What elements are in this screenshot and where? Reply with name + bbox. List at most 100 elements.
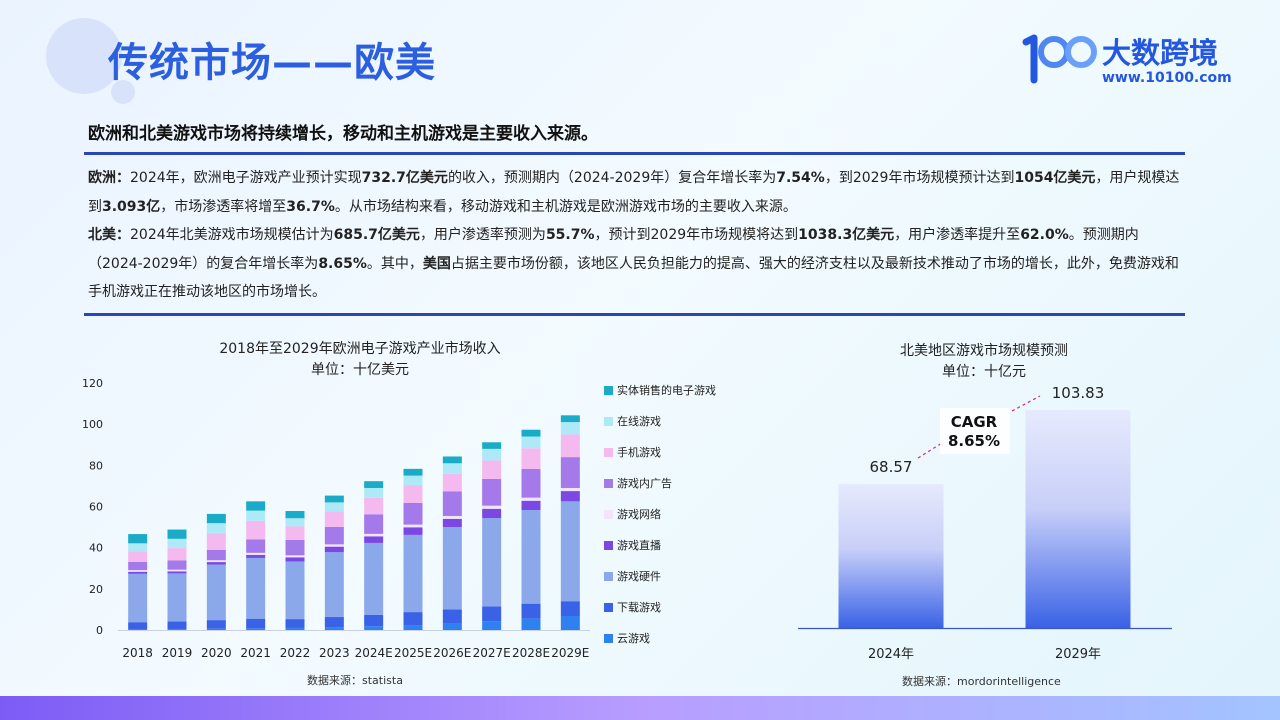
- bar-segment: [442, 527, 462, 610]
- bar-segment: [482, 505, 502, 509]
- bar-segment: [128, 561, 148, 571]
- bar-segment: [128, 573, 148, 623]
- bar-stack-2020: [206, 513, 226, 630]
- bar-stack-2018: [128, 534, 148, 630]
- bar-segment: [167, 548, 187, 561]
- bar-segment: [364, 614, 384, 627]
- chart2-source: 数据来源：mordorintelligence: [902, 675, 1061, 688]
- text-span: ，用户渗透率预测为: [419, 227, 546, 243]
- chart1-subtitle: 单位：十亿美元: [311, 362, 409, 378]
- highlight: 3.093亿: [102, 198, 161, 215]
- legend-item: 下载游戏: [604, 599, 661, 615]
- bar-segment: [128, 543, 148, 552]
- text-span: 2024年北美游戏市场规模估计为: [130, 227, 334, 243]
- text-span: 。其中，: [366, 255, 423, 272]
- x-tick-label: 2022: [280, 646, 311, 660]
- bar-segment: [560, 501, 580, 602]
- x-tick-label: 2020: [201, 646, 232, 660]
- y-tick-label: 60: [89, 501, 103, 514]
- bar-segment: [128, 534, 148, 544]
- bar-segment: [246, 510, 266, 521]
- bar-2029年: [1025, 410, 1131, 628]
- x-tick-label: 2029年: [1055, 647, 1101, 662]
- bar-segment: [285, 627, 305, 630]
- bar-segment: [167, 571, 187, 574]
- bar-segment: [206, 549, 226, 561]
- chart1-title-block: 2018年至2029年欧洲电子游戏产业市场收入 单位：十亿美元: [160, 339, 560, 381]
- bar-segment: [364, 626, 384, 630]
- value-label: 103.83: [1052, 384, 1105, 402]
- legend-swatch: [604, 417, 613, 426]
- legend-item: 在线游戏: [604, 413, 661, 429]
- bar-segment: [364, 497, 384, 515]
- bar-segment: [560, 457, 580, 488]
- bar-segment: [442, 463, 462, 474]
- bar-stack-2024E: [364, 481, 384, 630]
- cagr-label: CAGR: [951, 413, 998, 431]
- highlight: 1038.3亿美元: [798, 227, 895, 243]
- bar-segment: [285, 619, 305, 628]
- bar-segment: [324, 552, 344, 618]
- y-tick-label: 100: [82, 418, 103, 431]
- highlight: 36.7%: [286, 198, 335, 215]
- bottom-decor-bar: [0, 696, 1280, 720]
- decorative-circle-large: [46, 18, 122, 94]
- bar-segment: [482, 442, 502, 449]
- bar-segment: [403, 527, 423, 535]
- legend-swatch: [604, 386, 613, 395]
- bar-segment: [521, 509, 541, 604]
- north-america-paragraph: 北美：2024年北美游戏市场规模估计为685.7亿美元，用户渗透率预测为55.7…: [88, 221, 1183, 307]
- bar-segment: [403, 625, 423, 630]
- highlight: 7.54%: [776, 170, 825, 186]
- legend-label: 游戏网络: [617, 508, 661, 521]
- highlight: 1054亿美元: [1014, 170, 1096, 186]
- legend-swatch: [604, 603, 613, 612]
- bar-stack-2026E: [442, 456, 462, 630]
- bar-segment: [206, 564, 226, 621]
- bar-segment: [206, 533, 226, 550]
- highlight: 55.7%: [545, 227, 595, 243]
- bar-segment: [403, 475, 423, 486]
- legend-label: 游戏直播: [617, 539, 661, 552]
- bar-segment: [167, 573, 187, 622]
- chart2-title: 北美地区游戏市场规模预测: [900, 343, 1068, 359]
- bar-segment: [403, 524, 423, 528]
- bar-segment: [364, 536, 384, 543]
- bar-segment: [560, 616, 580, 630]
- bar-segment: [442, 518, 462, 528]
- bar-segment: [285, 539, 305, 556]
- bar-segment: [246, 552, 266, 555]
- bar-segment: [285, 518, 305, 527]
- bar-segment: [521, 500, 541, 510]
- bar-stack-2028E: [521, 429, 541, 630]
- bar-2024年: [838, 484, 944, 628]
- bar-segment: [560, 491, 580, 502]
- legend-item: 云游戏: [604, 630, 650, 646]
- legend-item: 手机游戏: [604, 444, 661, 460]
- highlight: 732.7亿美元: [361, 170, 448, 186]
- bar-segment: [521, 468, 541, 498]
- legend-label: 云游戏: [617, 632, 650, 645]
- bar-stack-2025E: [403, 468, 423, 630]
- x-tick-label: 2024年: [868, 647, 914, 662]
- x-tick-label: 2021: [240, 646, 271, 660]
- bar-segment: [285, 561, 305, 620]
- bar-segment: [206, 562, 226, 565]
- bar-segment: [128, 551, 148, 562]
- x-tick-label: 2018: [122, 646, 153, 660]
- bar-segment: [364, 481, 384, 488]
- bar-segment: [246, 628, 266, 630]
- bar-segment: [285, 557, 305, 562]
- bar-segment: [246, 557, 266, 619]
- bar-segment: [482, 621, 502, 630]
- highlight: 685.7亿美元: [333, 227, 420, 243]
- bar-segment: [246, 554, 266, 558]
- x-tick-label: 2019: [162, 646, 193, 660]
- x-tick-label: 2023: [319, 646, 350, 660]
- cagr-box: [940, 408, 1010, 454]
- bar-segment: [246, 618, 266, 629]
- bar-segment: [403, 612, 423, 626]
- bar-segment: [560, 434, 580, 458]
- europe-label: 欧洲：: [88, 170, 130, 186]
- bar-segment: [482, 478, 502, 506]
